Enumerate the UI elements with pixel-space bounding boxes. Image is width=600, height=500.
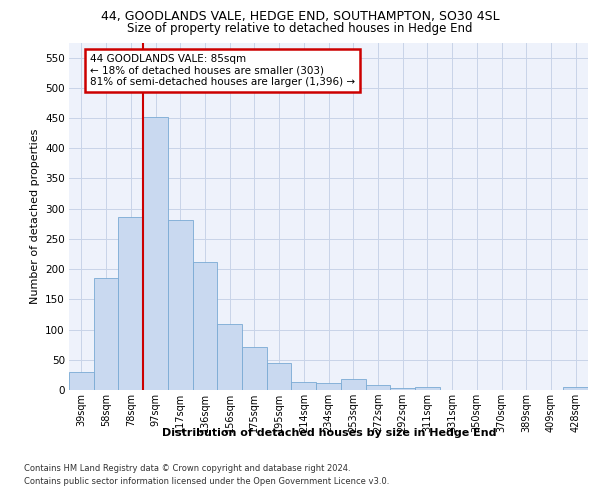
Text: 44 GOODLANDS VALE: 85sqm
← 18% of detached houses are smaller (303)
81% of semi-: 44 GOODLANDS VALE: 85sqm ← 18% of detach… (90, 54, 355, 87)
Bar (143, 117, 168, 390)
Bar (390, 388, 415, 390)
Y-axis label: Number of detached properties: Number of detached properties (29, 128, 40, 304)
Bar (292, 382, 316, 390)
Bar (118, 216, 143, 390)
Bar (94, 278, 118, 390)
Text: Contains public sector information licensed under the Open Government Licence v3: Contains public sector information licen… (24, 477, 389, 486)
Bar (563, 387, 588, 390)
Bar (217, 324, 242, 390)
Text: Contains HM Land Registry data © Crown copyright and database right 2024.: Contains HM Land Registry data © Crown c… (24, 464, 350, 473)
Bar (365, 385, 390, 390)
Bar (193, 262, 217, 390)
Bar (242, 347, 267, 390)
Bar (316, 384, 341, 390)
Bar (267, 363, 292, 390)
Text: Distribution of detached houses by size in Hedge End: Distribution of detached houses by size … (161, 428, 496, 438)
Text: Size of property relative to detached houses in Hedge End: Size of property relative to detached ho… (127, 22, 473, 35)
Bar (168, 220, 193, 390)
Text: 44, GOODLANDS VALE, HEDGE END, SOUTHAMPTON, SO30 4SL: 44, GOODLANDS VALE, HEDGE END, SOUTHAMPT… (101, 10, 499, 23)
Bar (341, 379, 365, 390)
Bar (415, 387, 440, 390)
Bar (69, 372, 94, 390)
